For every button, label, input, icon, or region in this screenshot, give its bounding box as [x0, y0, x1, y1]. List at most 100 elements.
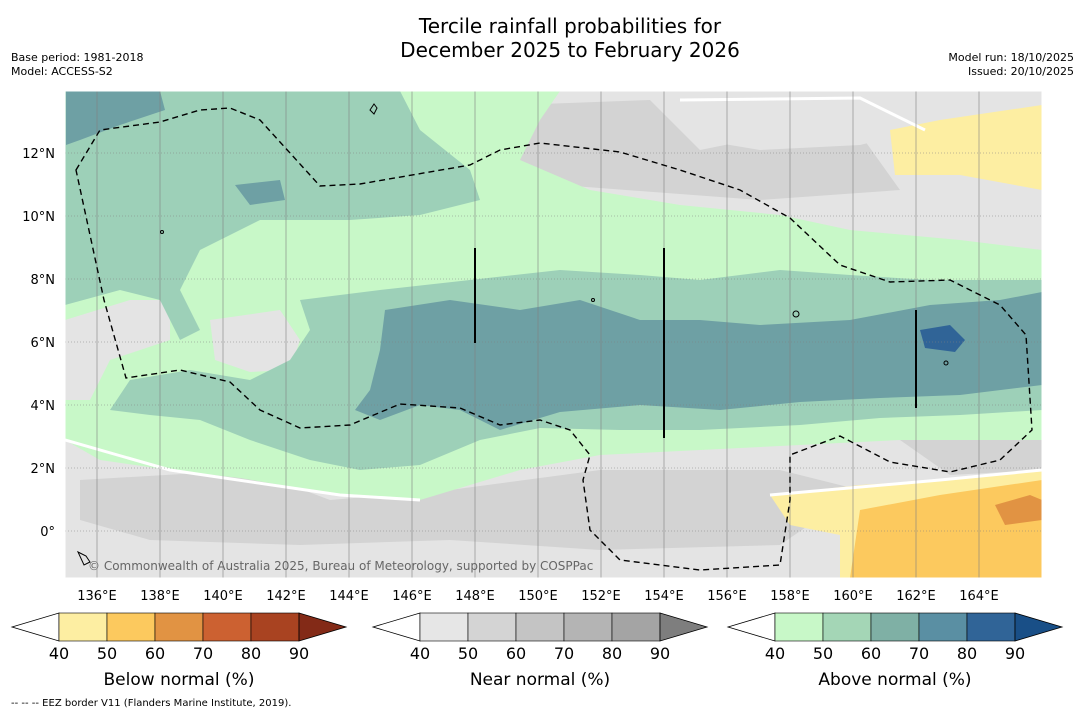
colorbar-under-triangle: [371, 612, 421, 642]
lat-label: 4°N: [31, 399, 56, 414]
colorbar-over-triangle: [1014, 612, 1064, 642]
colorbar-tick-label: 90: [289, 644, 309, 663]
colorbar-title: Above normal (%): [818, 670, 971, 690]
colorbar-tick-label: 50: [813, 644, 833, 663]
map-frame: [64, 90, 1043, 579]
lon-label: 150°E: [518, 589, 558, 604]
below-normal-strong-region: [850, 480, 1042, 578]
lon-label: 162°E: [896, 589, 936, 604]
colorbar-over-triangle: [298, 612, 348, 642]
title-line-2: December 2025 to February 2026: [400, 38, 740, 62]
lon-label: 148°E: [455, 589, 495, 604]
colorbar-title: Near normal (%): [470, 670, 610, 690]
colorbar-title: Below normal (%): [104, 670, 255, 690]
below-normal-stronger-region: [995, 495, 1042, 525]
colorbar-segment: [563, 612, 613, 642]
lon-label: 152°E: [581, 589, 621, 604]
above-normal-region: [65, 91, 480, 340]
colorbar-under-triangle: [726, 612, 776, 642]
lon-label: 136°E: [77, 589, 117, 604]
lon-label: 154°E: [644, 589, 684, 604]
near-normal-region: [900, 430, 1042, 475]
colorbar-segment: [822, 612, 872, 642]
colorbar-tick-label: 40: [765, 644, 785, 663]
eez-footnote: -- -- -- EEZ border V11 (Flanders Marine…: [11, 698, 291, 709]
boundary-segments: [474, 248, 917, 438]
colorbar-tick-label: 80: [602, 644, 622, 663]
colorbar-tick-label: 60: [506, 644, 526, 663]
colorbar-tick-label: 70: [554, 644, 574, 663]
colorbar-tick-label: 70: [909, 644, 929, 663]
colorbar-segment: [870, 612, 920, 642]
colorbar-segment: [202, 612, 252, 642]
above-normal-strong-region: [235, 180, 285, 205]
colorbar-3: 40 50 60 70 80 90 Above normal (%): [726, 612, 1064, 690]
lon-label: 142°E: [266, 589, 306, 604]
contour-line: [65, 438, 421, 502]
islands: [76, 103, 949, 566]
title-line-1: Tercile rainfall probabilities for: [418, 14, 722, 38]
lat-label: 10°N: [22, 210, 55, 225]
colorbar-segment: [419, 612, 469, 642]
map-area[interactable]: [65, 91, 1042, 578]
lat-label: 0°: [40, 525, 55, 540]
lat-label: 2°N: [31, 462, 56, 477]
colorbar-under-triangle: [10, 612, 60, 642]
colorbar-tick-label: 60: [145, 644, 165, 663]
eez-border: [75, 107, 1033, 571]
base-period-label: Base period: 1981-2018: [11, 51, 144, 64]
lon-label: 164°E: [959, 589, 999, 604]
colorbar-segment: [250, 612, 300, 642]
above-normal-very-strong-region: [920, 325, 965, 352]
latitude-gridlines: [65, 152, 1042, 532]
colorbar-2: 40 50 60 70 80 90 Near normal (%): [371, 612, 709, 690]
contour-line: [769, 468, 1042, 497]
near-normal-region: [80, 470, 860, 550]
near-normal-region: [680, 95, 920, 150]
colorbar-segment: [611, 612, 661, 642]
colorbar-tick-label: 60: [861, 644, 881, 663]
lat-label: 12°N: [22, 147, 55, 162]
colorbar-segment: [515, 612, 565, 642]
colorbar-tick-label: 90: [1005, 644, 1025, 663]
copyright-text: © Commonwealth of Australia 2025, Bureau…: [88, 559, 593, 573]
model-label: Model: ACCESS-S2: [11, 65, 113, 78]
above-normal-strong-region: [355, 292, 1042, 430]
colorbar-over-triangle: [659, 612, 709, 642]
colorbar-tick-label: 80: [957, 644, 977, 663]
issued-label: Issued: 20/10/2025: [967, 65, 1074, 78]
contour-line: [679, 96, 926, 132]
colorbar-tick-label: 70: [193, 644, 213, 663]
lon-label: 146°E: [392, 589, 432, 604]
colorbars: 40 50 60 70 80 90 Below normal (%) 40 50 60 70 80 90…: [10, 612, 1064, 690]
lon-label: 140°E: [203, 589, 243, 604]
lon-label: 158°E: [770, 589, 810, 604]
colorbar-segment: [154, 612, 204, 642]
lon-label: 144°E: [329, 589, 369, 604]
colorbar-segment: [58, 612, 108, 642]
lat-label: 6°N: [31, 336, 56, 351]
colorbar-tick-label: 40: [410, 644, 430, 663]
colorbar-segment: [467, 612, 517, 642]
chart-title: Tercile rainfall probabilities for Decem…: [0, 14, 1085, 62]
colorbar-tick-label: 50: [97, 644, 117, 663]
lon-label: 156°E: [707, 589, 747, 604]
lon-label: 160°E: [833, 589, 873, 604]
colorbar-tick-label: 80: [241, 644, 261, 663]
colorbar-tick-label: 90: [650, 644, 670, 663]
lat-label: 8°N: [31, 273, 56, 288]
colorbar-tick-label: 50: [458, 644, 478, 663]
near-normal-region: [210, 310, 300, 372]
colorbar-segment: [106, 612, 156, 642]
colorbar-1: 40 50 60 70 80 90 Below normal (%): [10, 612, 348, 690]
above-normal-strong-region: [66, 91, 165, 145]
below-normal-region: [930, 125, 1042, 160]
colorbar-segment: [774, 612, 824, 642]
colorbar-segment: [966, 612, 1016, 642]
model-run-label: Model run: 18/10/2025: [948, 51, 1074, 64]
longitude-labels: 136°E 138°E 140°E 142°E 144°E 146°E 148°…: [77, 589, 999, 604]
latitude-labels: 12°N 10°N 8°N 6°N 4°N 2°N 0°: [22, 147, 55, 540]
lon-label: 138°E: [140, 589, 180, 604]
colorbar-segment: [918, 612, 968, 642]
